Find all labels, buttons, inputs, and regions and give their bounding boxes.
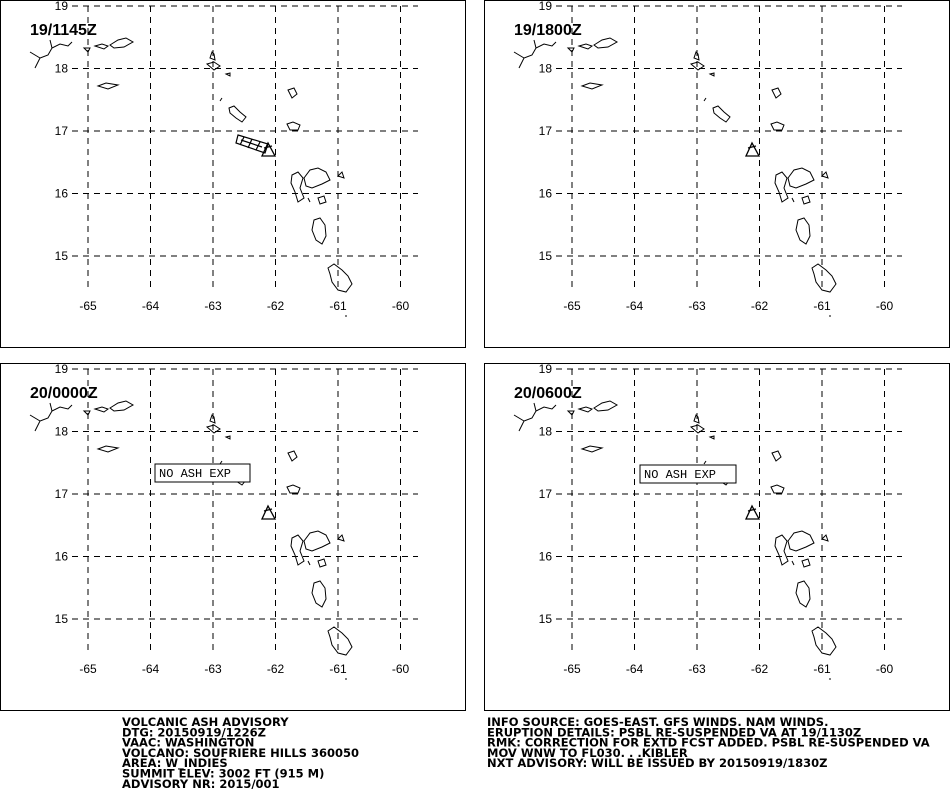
lon-label: -65 <box>79 299 97 313</box>
lon-label: -63 <box>204 662 222 676</box>
panel-border <box>484 0 950 348</box>
lon-label: -64 <box>142 299 160 313</box>
lon-label: -60 <box>876 662 894 676</box>
lon-label: -64 <box>142 662 160 676</box>
advisory-line: DTG: 20150919/1226Z <box>122 725 266 739</box>
lon-label: -64 <box>626 299 644 313</box>
volcano-marker <box>744 504 761 520</box>
lon-label: -61 <box>329 662 347 676</box>
map-panel: -65 -64 -63 -62 -61 -60 19 18 17 16 15 20/0000Z NO A… <box>0 362 466 711</box>
advisory-line: SUMMIT ELEV: 3002 FT (915 M) <box>122 767 324 781</box>
valid-time: 19/1145Z <box>30 22 97 39</box>
valid-time: 20/0600Z <box>514 385 582 402</box>
lon-label: -62 <box>267 299 285 313</box>
lat-label: 18 <box>539 425 553 439</box>
islands <box>513 400 837 680</box>
map-panel: -65 -64 -63 -62 -61 -60 19 18 17 16 15 20/0600Z NO A… <box>484 362 950 711</box>
lat-label: 15 <box>539 612 553 626</box>
no-ash-box <box>154 463 251 483</box>
valid-time: 19/1800Z <box>514 22 582 39</box>
lat-label: 16 <box>539 550 553 564</box>
lat-label: 15 <box>55 249 69 263</box>
volcano-marker <box>260 141 277 157</box>
islands <box>29 400 353 680</box>
lon-label: -62 <box>751 299 769 313</box>
advisory-line: MOV WNW TO FL030. . .KIBLER <box>487 746 688 760</box>
ash-area <box>235 134 269 154</box>
islands <box>513 37 837 317</box>
lon-label: -60 <box>876 299 894 313</box>
advisory-line: ADVISORY NR: 2015/001 <box>122 777 280 791</box>
no-ash-box <box>639 464 737 484</box>
volcano-marker <box>744 141 761 157</box>
lon-label: -61 <box>813 299 831 313</box>
advisory-line: NXT ADVISORY: WILL BE ISSUED BY 20150919… <box>487 756 828 770</box>
lat-label: 17 <box>539 124 553 138</box>
advisory-line: INFO SOURCE: GOES-EAST. GFS WINDS. NAM W… <box>487 715 828 729</box>
panel-border <box>484 363 950 711</box>
lon-label: -61 <box>813 662 831 676</box>
no-ash-text: NO ASH EXP <box>644 468 716 482</box>
lat-label: 18 <box>55 425 69 439</box>
lat-label: 16 <box>55 550 69 564</box>
lat-label: 16 <box>539 187 553 201</box>
map-panel: -65-64-63-62-61-60191817161519/1800ZSFC/… <box>484 0 950 348</box>
islands <box>29 37 353 317</box>
advisory-line: RMK: CORRECTION FOR EXTD FCST ADDED. PSB… <box>487 736 930 750</box>
map-panel: -65 -64 -63 -62 -61 -60 19 18 17 16 15 19/1145Z <box>0 0 466 348</box>
lon-label: -60 <box>392 662 410 676</box>
advisory-line: VOLCANO: SOUFRIERE HILLS 360050 <box>122 746 359 760</box>
lat-label: 18 <box>539 62 553 76</box>
lon-label: -60 <box>392 299 410 313</box>
lon-label: -64 <box>626 662 644 676</box>
panel-border <box>0 0 466 348</box>
advisory-line: ERUPTION DETAILS: PSBL RE-SUSPENDED VA A… <box>487 725 861 739</box>
lon-label: -63 <box>688 662 706 676</box>
advisory-line: VOLCANIC ASH ADVISORY <box>122 715 289 729</box>
lat-label: 19 <box>539 362 553 376</box>
lon-label: -62 <box>267 662 285 676</box>
lon-label: -63 <box>688 299 706 313</box>
valid-time: 20/0000Z <box>30 385 98 402</box>
no-ash-text: NO ASH EXP <box>159 467 231 481</box>
lat-label: 17 <box>539 487 553 501</box>
lon-label: -63 <box>204 299 222 313</box>
lon-label: -65 <box>563 662 581 676</box>
lat-label: 16 <box>55 187 69 201</box>
volcano-marker <box>260 504 277 520</box>
lon-label: -65 <box>79 662 97 676</box>
lat-label: 18 <box>55 62 69 76</box>
lon-label: -61 <box>329 299 347 313</box>
advisory-line: VAAC: WASHINGTON <box>122 736 254 750</box>
lat-label: 15 <box>539 249 553 263</box>
lat-label: 17 <box>55 487 69 501</box>
lon-label: -65 <box>563 299 581 313</box>
advisory-line: AREA: W_INDIES <box>122 756 228 771</box>
lon-label: -62 <box>751 662 769 676</box>
lat-label: 19 <box>55 362 69 376</box>
panel-border <box>0 363 466 711</box>
lat-label: 19 <box>55 0 69 13</box>
lat-label: 15 <box>55 612 69 626</box>
lat-label: 19 <box>539 0 553 13</box>
lat-label: 17 <box>55 124 69 138</box>
